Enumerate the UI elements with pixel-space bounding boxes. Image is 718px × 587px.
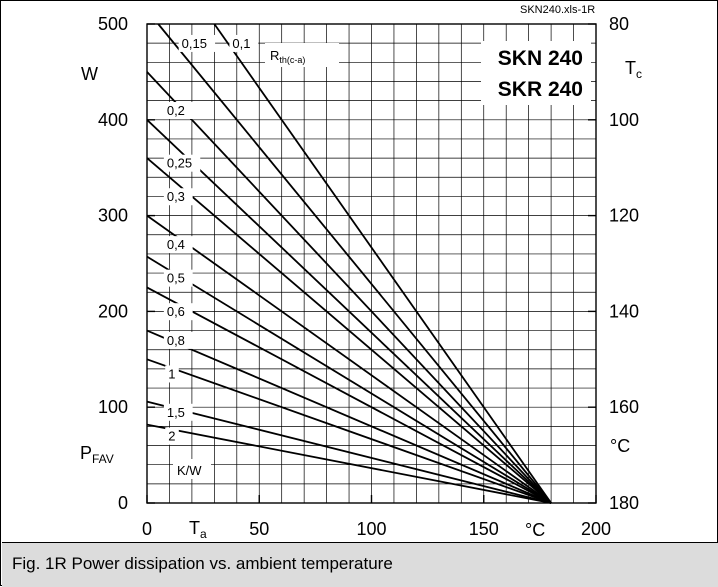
- kw-unit-label: K/W: [173, 459, 211, 479]
- rth-series-title: Rth(c-a): [265, 43, 339, 67]
- file-tag: SKN240.xls-1R: [520, 4, 595, 16]
- x-axis-unit: °C: [525, 520, 545, 540]
- series-line: [146, 214, 552, 504]
- series-lines: [146, 23, 552, 504]
- series-label-bg: [163, 269, 193, 287]
- series-label-bg: [163, 303, 193, 321]
- series-label-bg: [163, 403, 193, 421]
- series-line: [213, 23, 552, 504]
- series-line: [146, 358, 552, 504]
- series-label-bg: [163, 331, 193, 349]
- x-tick-label: 200: [581, 519, 611, 539]
- series-label-bg: [229, 34, 259, 52]
- right-tick-label: 140: [609, 301, 639, 321]
- x-tick-label: 50: [249, 519, 269, 539]
- series-label-bg: [178, 34, 216, 52]
- series-line: [146, 255, 552, 504]
- series-label-bg: [165, 365, 179, 383]
- series-line: [157, 23, 552, 504]
- y-axis-title-subscript: FAV: [92, 452, 114, 466]
- right-axis-title-tc: Tc: [625, 58, 642, 81]
- caption-bar: Fig. 1R Power dissipation vs. ambient te…: [2, 542, 718, 587]
- series-label: 0,8: [167, 333, 185, 348]
- series-line: [146, 329, 552, 504]
- y-axis-unit-w: W: [81, 64, 98, 84]
- rth-title-quantity: R: [270, 48, 279, 63]
- series-line: [146, 71, 552, 504]
- series-label-bg: [163, 154, 201, 172]
- series-label: 1: [168, 366, 175, 381]
- series-line: [146, 400, 552, 504]
- series-label: 0,6: [167, 304, 185, 319]
- y-tick-label: 500: [98, 14, 128, 34]
- series-labels: 0,1 0,15 0,2 0,25 0,3 0,4 0,5 0,6 0,8 1 1,5 2: [163, 34, 259, 445]
- power-dissipation-chart: 0,1 0,15 0,2 0,25 0,3 0,4 0,5 0,6 0,8 1 1,5 2 0 100 2…: [80, 4, 642, 541]
- svg-text:K/W: K/W: [177, 463, 202, 478]
- svg-text:PFAV: PFAV: [80, 443, 114, 466]
- series-label: 1,5: [167, 405, 185, 420]
- x-axis-title-ta: Ta: [189, 518, 207, 541]
- series-label: 0,2: [167, 103, 185, 118]
- series-line: [146, 157, 552, 504]
- series-line: [146, 423, 552, 504]
- series-label-bg: [163, 102, 193, 120]
- series-label: 0,1: [232, 36, 250, 51]
- right-tick-label: 160: [609, 397, 639, 417]
- y-tick-label: 0: [118, 493, 128, 513]
- series-label: 0,4: [167, 237, 185, 252]
- series-label: 2: [168, 429, 175, 444]
- series-label-bg: [165, 427, 179, 445]
- right-axis-title-subscript: c: [636, 67, 642, 81]
- series-label: 0,3: [167, 189, 185, 204]
- device-label-skr: SKR 240: [498, 78, 583, 101]
- y-tick-label: 200: [98, 301, 128, 321]
- right-tick-label: 180: [609, 493, 639, 513]
- svg-text:Rth(c-a): Rth(c-a): [270, 48, 305, 65]
- right-tick-label: 100: [609, 110, 639, 130]
- device-label-box: SKN 240 SKR 240: [481, 41, 591, 105]
- y-tick-label: 300: [98, 206, 128, 226]
- series-line: [146, 286, 552, 504]
- x-tick-label: 100: [356, 519, 386, 539]
- x-axis-title-subscript: a: [200, 527, 207, 541]
- axis-ticks: 0 100 200 300 400 500 80 100 120 140 160 180 0 50 100 1…: [98, 14, 639, 539]
- x-tick-label: 150: [469, 519, 499, 539]
- svg-text:Tc: Tc: [625, 58, 642, 81]
- series-line: [146, 119, 552, 504]
- y-tick-label: 400: [98, 110, 128, 130]
- series-label: 0,5: [167, 271, 185, 286]
- y-axis-title-quantity: P: [80, 443, 92, 463]
- x-tick-label: 0: [142, 519, 152, 539]
- series-label-bg: [163, 236, 193, 254]
- x-axis-title-quantity: T: [189, 518, 200, 538]
- rth-title-subscript: th(c-a): [279, 55, 305, 65]
- figure-caption: Fig. 1R Power dissipation vs. ambient te…: [12, 554, 393, 573]
- series-label: 0,15: [182, 36, 207, 51]
- right-axis-title-quantity: T: [625, 58, 636, 78]
- series-label-bg: [163, 188, 193, 206]
- y-axis-title-pfav: PFAV: [80, 443, 114, 466]
- right-tick-label: 80: [609, 14, 629, 34]
- device-label-skn: SKN 240: [498, 47, 583, 70]
- svg-text:Ta: Ta: [189, 518, 207, 541]
- right-tick-label: 120: [609, 206, 639, 226]
- right-axis-unit: °C: [610, 436, 630, 456]
- y-tick-label: 100: [98, 397, 128, 417]
- series-label: 0,25: [167, 156, 192, 171]
